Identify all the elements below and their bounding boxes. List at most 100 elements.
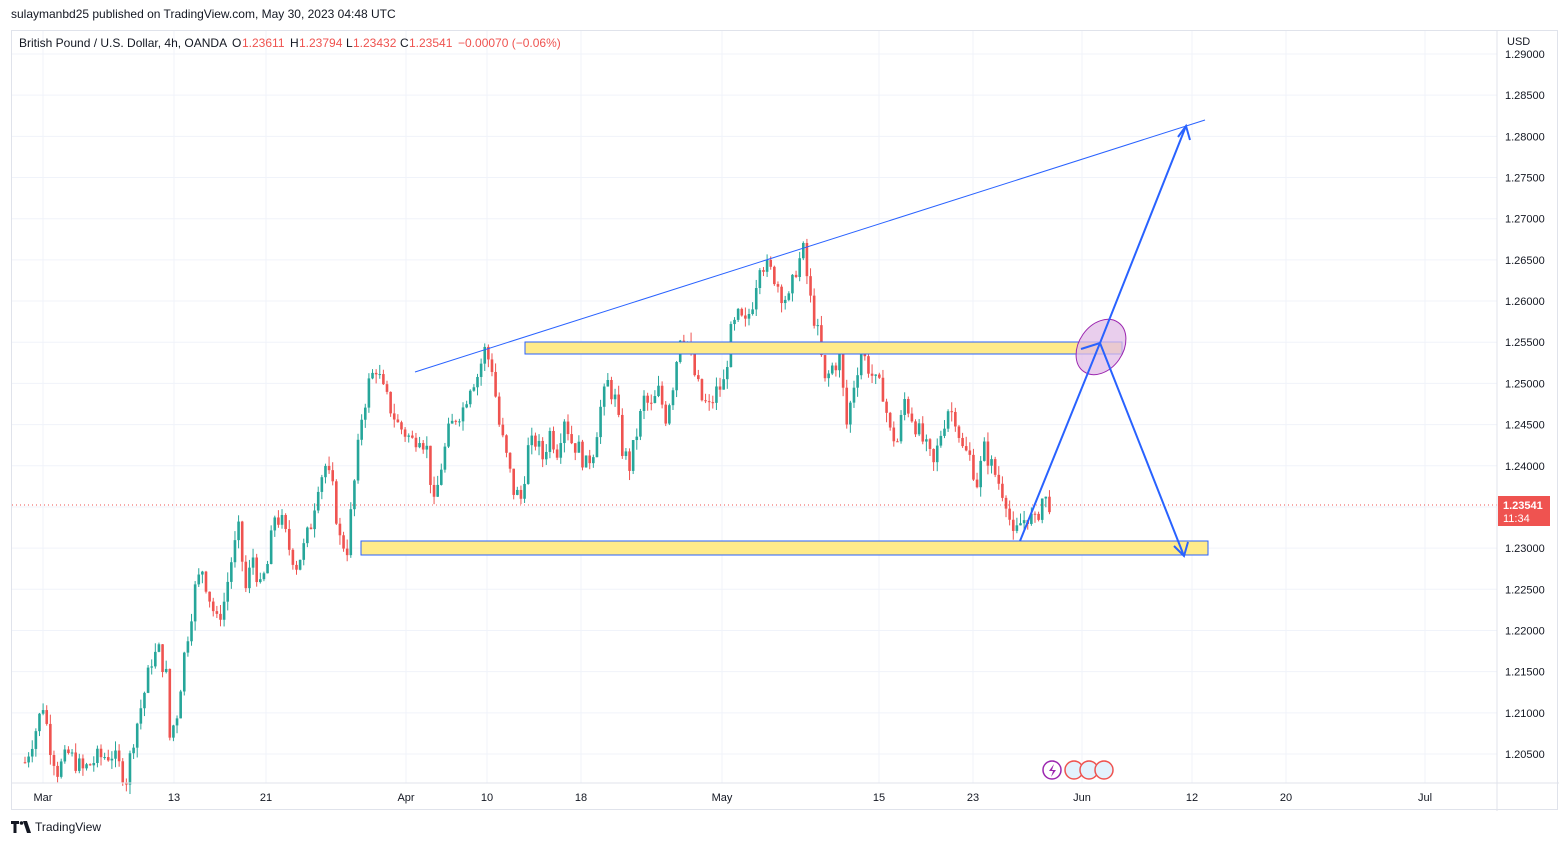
us-flag-event-icon[interactable] (1094, 760, 1114, 780)
candle-body (175, 718, 179, 726)
candle-body (421, 443, 425, 450)
candle-body (512, 468, 515, 495)
candle-body (754, 288, 758, 310)
candle-body (653, 396, 657, 403)
footer-brand[interactable]: TradingView (11, 820, 101, 834)
candle-body (812, 295, 816, 326)
candle-body (888, 412, 892, 428)
bar-countdown: 11:34 (1503, 513, 1530, 525)
time-tick-label: 15 (873, 792, 885, 804)
time-axis[interactable]: Mar 13 21 Apr 10 18 May 15 23 Jun 12 20 Jul (34, 792, 1433, 804)
candle-body (870, 373, 874, 376)
candle-body (559, 443, 563, 458)
candle-body (450, 420, 454, 424)
candle-body (783, 299, 787, 304)
candle-body (411, 435, 414, 438)
candle-body (954, 411, 957, 427)
support-zone[interactable] (360, 540, 1209, 556)
close-label: C (400, 36, 409, 50)
candle-body (309, 527, 313, 530)
candle-body (805, 242, 809, 277)
candle-body (1037, 513, 1040, 520)
resistance-zone[interactable] (524, 341, 1123, 355)
candle-body (983, 441, 986, 461)
candle-body (59, 761, 63, 777)
candle-body (197, 574, 201, 585)
economic-events[interactable] (1042, 760, 1114, 780)
price-axis[interactable]: 1.29000 1.28500 1.28000 1.27500 1.27000 1.265… (1505, 49, 1545, 761)
chart-svg[interactable]: 1.29000 1.28500 1.28000 1.27500 1.27000 1.265… (12, 31, 1559, 811)
candle-body (950, 411, 954, 413)
tradingview-logo-icon (11, 821, 31, 833)
price-tick-label: 1.28000 (1505, 131, 1545, 143)
chart-pane[interactable]: 1.29000 1.28500 1.28000 1.27500 1.27000 1.265… (11, 30, 1559, 811)
candle-body (70, 752, 74, 754)
candle-body (660, 385, 664, 405)
candle-body (150, 666, 153, 668)
candle-body (429, 445, 432, 485)
time-tick-label: Jun (1073, 792, 1091, 804)
price-tick-label: 1.21500 (1505, 667, 1545, 679)
candle-body (588, 455, 592, 464)
candle-body (259, 579, 262, 583)
candle-body (277, 517, 280, 525)
candle-body (363, 407, 367, 420)
candle-body (849, 402, 852, 425)
candle-body (1044, 496, 1048, 499)
candle-body (45, 710, 49, 724)
candle-body (624, 451, 628, 456)
candle-body (668, 405, 671, 424)
candle-body (215, 611, 219, 614)
bearish-projection-path[interactable] (1080, 341, 1185, 557)
candle-body (392, 413, 396, 420)
candle-body (1030, 513, 1033, 524)
candle-body (747, 314, 751, 319)
candle-body (541, 440, 544, 460)
candle-body (577, 441, 581, 453)
candle-body (414, 437, 418, 448)
candle-body (418, 443, 421, 448)
candle-body (233, 540, 237, 563)
candle-body (273, 517, 277, 531)
upper-trendline[interactable] (414, 119, 1206, 373)
candle-body (642, 395, 646, 411)
symbol-label[interactable]: British Pound / U.S. Dollar, 4h, OANDA (19, 36, 227, 50)
time-tick-label: Jul (1418, 792, 1432, 804)
bullish-projection-path[interactable] (1019, 125, 1187, 542)
candle-body (378, 374, 382, 376)
candle-body (845, 387, 849, 425)
candle-body (769, 259, 773, 267)
candle-body (487, 346, 490, 360)
candle-body (389, 391, 392, 414)
candle-body (581, 441, 584, 468)
candle-body (595, 437, 599, 458)
candle-body (208, 591, 211, 602)
candle-body (27, 756, 30, 763)
candle-body (179, 691, 182, 719)
candle-body (744, 315, 747, 319)
candle-body (110, 758, 114, 761)
candle-body (566, 421, 570, 435)
candle-body (164, 668, 168, 673)
candle-body (313, 510, 316, 530)
candle-body (791, 274, 794, 294)
candle-body (997, 474, 1001, 484)
candle-body (78, 758, 81, 771)
candle-body (899, 414, 903, 442)
candle-body (360, 419, 363, 440)
candle-body (798, 258, 801, 277)
candle-body (700, 379, 704, 401)
grid (12, 31, 1497, 783)
high-value: 1.23794 (299, 36, 343, 50)
candle-body (342, 535, 345, 549)
candle-body (878, 374, 881, 378)
candle-body (773, 266, 776, 285)
candle-body (707, 401, 711, 403)
candle-body (1004, 497, 1008, 509)
candle-body (436, 484, 439, 497)
candle-body (295, 564, 298, 570)
candle-body (631, 440, 635, 471)
candle-body (172, 725, 175, 738)
candle-body (917, 423, 921, 435)
candle-body (657, 385, 660, 397)
